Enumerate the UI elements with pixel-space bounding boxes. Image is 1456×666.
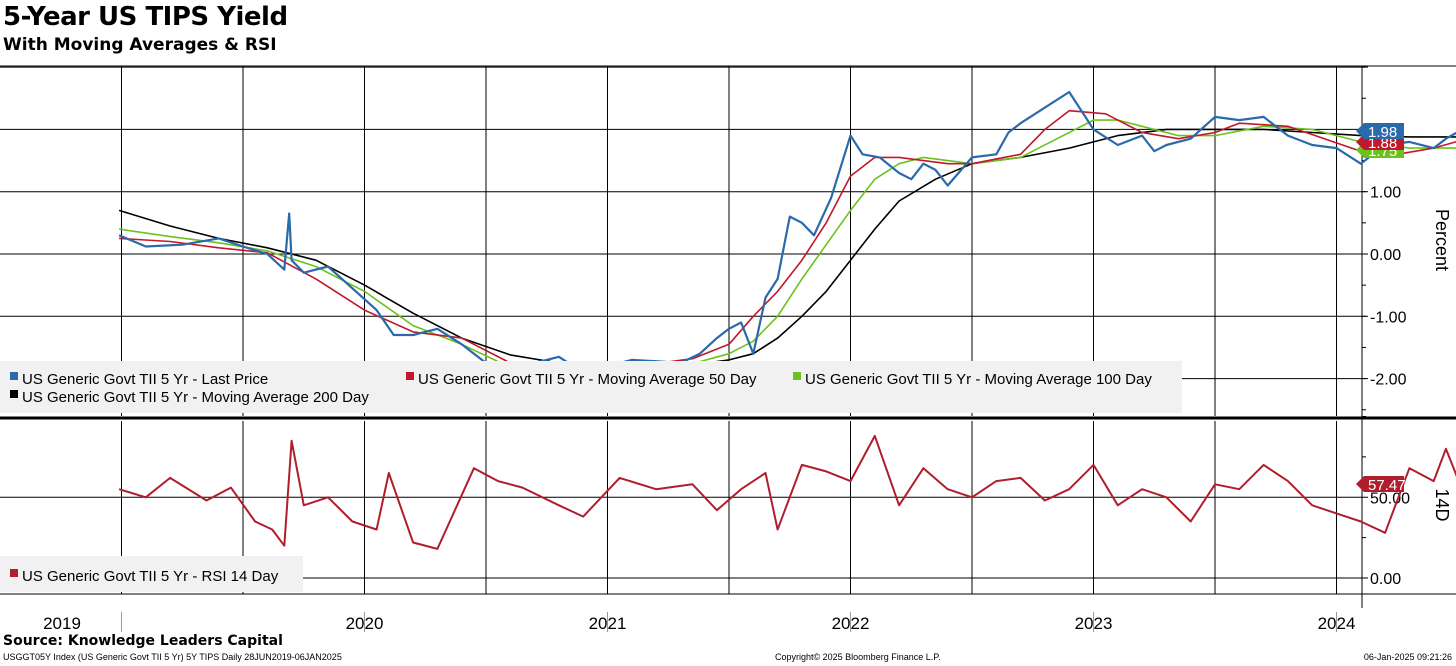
x-tick-label: 2019 [43,614,81,633]
horizontal-gridlines-top [0,66,1368,380]
chart-title: 5-Year US TIPS Yield [3,2,288,32]
y-tick-label: -1.00 [1370,309,1407,326]
y-axis-title: 14D [1432,488,1452,521]
timestamp: 06-Jan-2025 09:21:26 [1363,652,1452,662]
legend-bottom: US Generic Govt TII 5 Yr - RSI 14 Day [0,556,303,592]
legend-background [0,556,303,592]
legend-background [0,361,1182,413]
copyright-note: Copyright© 2025 Bloomberg Finance L.P. [775,652,941,662]
y-tick-label: 0.00 [1370,247,1401,264]
legend-label: US Generic Govt TII 5 Yr - RSI 14 Day [22,568,279,585]
x-tick-label: 2024 [1318,614,1356,633]
x-tick-label: 2020 [346,614,384,633]
value-tag-shape [1356,476,1404,492]
value-tag-text: 57.47 [1368,477,1406,494]
legend-label: US Generic Govt TII 5 Yr - Moving Averag… [805,371,1152,388]
series-line-price [118,90,1456,374]
value-tag-text: 1.88 [1368,135,1397,152]
value-tag-text: 1.98 [1368,124,1397,141]
last-value-tag-price: 1.98 [1356,123,1404,141]
chart-subtitle: With Moving Averages & RSI [3,35,277,55]
series-line-rsi [118,434,1456,550]
series-line-ma200 [118,128,1456,367]
x-tick-label: 2023 [1075,614,1113,633]
x-tick-label: 2022 [832,614,870,633]
legend-label: US Generic Govt TII 5 Yr - Moving Averag… [22,389,369,406]
y-axis-title: Percent [1432,209,1452,271]
series-line-ma100 [118,119,1456,369]
source-note: Source: Knowledge Leaders Capital [3,633,283,649]
y-tick-label: -2.00 [1370,372,1407,389]
legend-swatch [793,372,801,380]
ticker-description: USGGT05Y Index (US Generic Govt TII 5 Yr… [3,652,342,662]
value-tag-shape [1356,123,1404,139]
legend-swatch [406,372,414,380]
y-tick-label: 0.00 [1370,571,1401,588]
legend-top: US Generic Govt TII 5 Yr - Last Price US … [0,361,1182,413]
last-value-tag-rsi: 57.47 [1356,476,1406,494]
legend-label: US Generic Govt TII 5 Yr - Moving Averag… [418,371,757,388]
y-tick-label: 1.00 [1370,185,1401,202]
legend-swatch [10,372,18,380]
legend-swatch [10,390,18,398]
legend-swatch [10,569,18,577]
legend-label: US Generic Govt TII 5 Yr - Last Price [22,371,268,388]
x-tick-label: 2021 [589,614,627,633]
